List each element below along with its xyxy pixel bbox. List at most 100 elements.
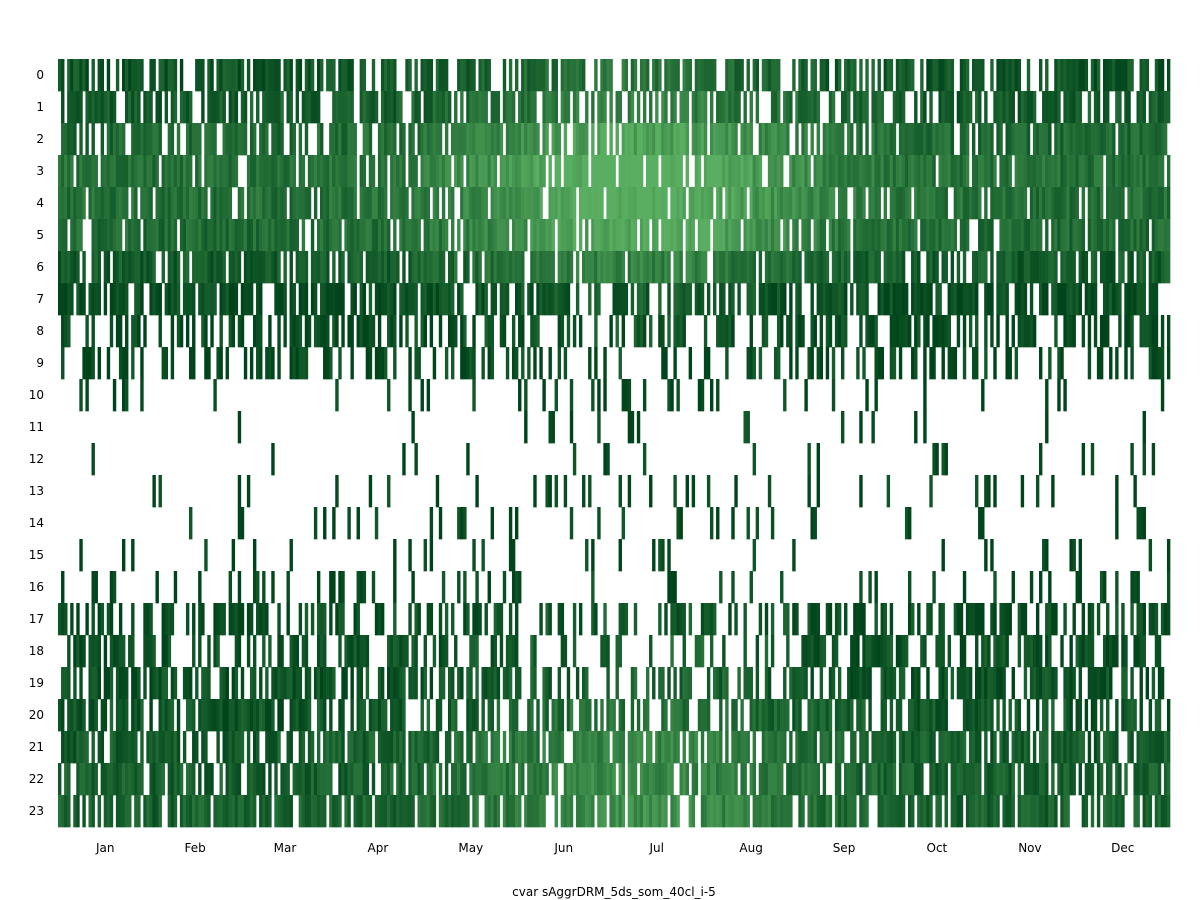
heatmap-cell [795, 283, 799, 316]
heatmap-cell [914, 699, 918, 732]
heatmap-cell [158, 59, 162, 92]
heatmap-cell [987, 795, 991, 828]
heatmap-cell [871, 187, 875, 220]
heatmap-cell [755, 219, 760, 252]
heatmap-cell [454, 155, 458, 188]
heatmap-cell [792, 539, 796, 572]
heatmap-cell [298, 795, 303, 828]
heatmap-cell [664, 219, 668, 252]
heatmap-cell [703, 699, 708, 732]
heatmap-cell [1090, 59, 1095, 92]
heatmap-cell [402, 667, 406, 700]
heatmap-cell [231, 539, 236, 572]
heatmap-cell [999, 667, 1003, 700]
heatmap-cell [472, 155, 476, 188]
heatmap-cell [505, 123, 510, 156]
heatmap-cell [365, 347, 370, 380]
heatmap-cell [932, 123, 936, 156]
heatmap-cell [240, 795, 245, 828]
heatmap-cell [828, 795, 833, 828]
heatmap-cell [347, 763, 351, 796]
heatmap-cell [539, 603, 543, 636]
heatmap-cell [649, 155, 653, 188]
heatmap-cell [591, 763, 595, 796]
heatmap-cell [249, 699, 254, 732]
heatmap-cell [149, 795, 153, 828]
heatmap-cell [630, 155, 635, 188]
heatmap-cell [484, 603, 488, 636]
heatmap-cell [1051, 219, 1055, 252]
heatmap-cell [639, 59, 644, 92]
heatmap-cell [761, 59, 766, 92]
heatmap-cell [725, 315, 729, 348]
heatmap-cell [783, 795, 787, 828]
heatmap-cell [1148, 187, 1153, 220]
heatmap-cell [990, 315, 994, 348]
heatmap-cell [338, 187, 342, 220]
heatmap-cell [536, 251, 540, 284]
heatmap-cell [996, 123, 1000, 156]
heatmap-cell [926, 59, 930, 92]
heatmap-cell [548, 219, 552, 252]
heatmap-cell [265, 667, 269, 700]
heatmap-cell [316, 763, 321, 796]
heatmap-cell [368, 219, 373, 252]
heatmap-cell [722, 91, 726, 124]
heatmap-cell [676, 155, 680, 188]
heatmap-cell [420, 763, 424, 796]
heatmap-cell [984, 539, 988, 572]
heatmap-cell [252, 123, 257, 156]
heatmap-cell [304, 123, 309, 156]
heatmap-cell [359, 59, 364, 92]
heatmap-cell [408, 347, 412, 380]
heatmap-cell [380, 155, 385, 188]
heatmap-cell [85, 763, 89, 796]
heatmap-cell [429, 539, 434, 572]
heatmap-cell [685, 667, 689, 700]
heatmap-cell [1054, 283, 1058, 316]
heatmap-cell [837, 699, 842, 732]
heatmap-cell [575, 123, 580, 156]
heatmap-cell [728, 91, 732, 124]
heatmap-cell [1011, 315, 1015, 348]
heatmap-cell [164, 187, 169, 220]
heatmap-cell [981, 123, 985, 156]
heatmap-cell [600, 763, 604, 796]
heatmap-cell [170, 187, 175, 220]
heatmap-cell [862, 347, 866, 380]
heatmap-cell [262, 155, 266, 188]
heatmap-cell [1054, 251, 1058, 284]
heatmap-cell [371, 315, 376, 348]
heatmap-cell [569, 763, 574, 796]
heatmap-cell [971, 251, 976, 284]
heatmap-cell [719, 731, 723, 764]
heatmap-cell [274, 283, 278, 316]
heatmap-cell [548, 155, 552, 188]
heatmap-cell [292, 635, 296, 668]
heatmap-cell [76, 59, 80, 92]
heatmap-cell [374, 91, 379, 124]
heatmap-cell [1090, 251, 1095, 284]
heatmap-cell [676, 283, 680, 316]
heatmap-cell [1163, 123, 1168, 156]
y-tick-label: 22 [29, 772, 44, 786]
heatmap-cell [164, 699, 169, 732]
heatmap-cell [527, 795, 531, 828]
heatmap-cell [521, 59, 525, 92]
heatmap-cell [1139, 219, 1143, 252]
heatmap-cell [1035, 475, 1040, 508]
heatmap-cell [569, 251, 574, 284]
heatmap-cell [496, 763, 501, 796]
heatmap-cell [508, 667, 513, 700]
heatmap-cell [118, 795, 123, 828]
heatmap-cell [572, 635, 577, 668]
heatmap-cell [76, 635, 80, 668]
heatmap-cell [749, 283, 753, 316]
heatmap-cell [518, 795, 522, 828]
heatmap-cell [880, 91, 884, 124]
heatmap-cell [61, 795, 65, 828]
heatmap-cell [649, 91, 653, 124]
heatmap-cell [1042, 667, 1046, 700]
heatmap-cell [786, 187, 790, 220]
heatmap-cell [405, 283, 409, 316]
